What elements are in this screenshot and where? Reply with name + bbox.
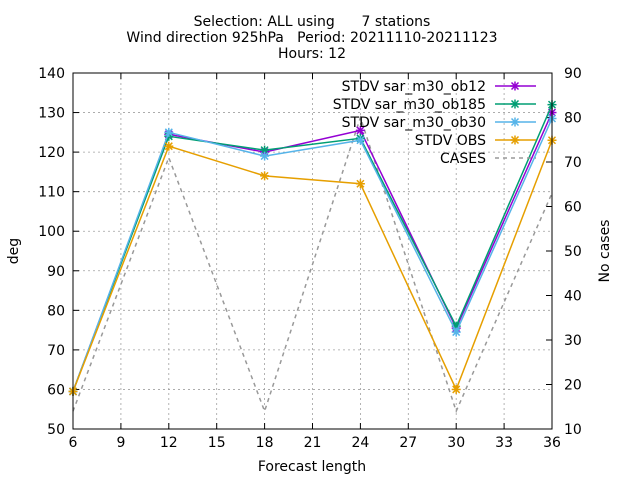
x-tick-label: 9 [116, 435, 125, 451]
x-tick-label: 15 [208, 435, 226, 451]
y2-tick-label: 60 [564, 200, 582, 216]
series-3-point [164, 141, 174, 151]
x-tick-label: 12 [160, 435, 178, 451]
title-line-3: Hours: 12 [278, 46, 346, 62]
y2-tick-label: 80 [564, 111, 582, 127]
x-tick-label: 24 [351, 435, 369, 451]
y-tick-label: 90 [47, 264, 65, 280]
y-tick-label: 50 [47, 422, 65, 438]
legend-marker [510, 81, 520, 91]
y2-tick-label: 40 [564, 289, 582, 305]
series-3-line [72, 139, 553, 392]
series-3-point [260, 171, 270, 181]
x-tick-label: 27 [399, 435, 417, 451]
legend: STDV sar_m30_ob12 STDV sar_m30_ob185 STDV … [333, 79, 536, 167]
x-axis-ticks: 6 9 12 15 18 21 24 27 30 33 36 [69, 73, 561, 451]
x-axis-label: Forecast length [258, 459, 366, 475]
series-1-line [72, 104, 553, 392]
y2-tick-label: 10 [564, 422, 582, 438]
legend-label: STDV OBS [415, 133, 486, 149]
x-tick-label: 18 [256, 435, 274, 451]
y2-tick-label: 30 [564, 333, 582, 349]
series-3-point [355, 179, 365, 189]
y-tick-label: 120 [38, 145, 65, 161]
legend-label: CASES [440, 151, 486, 167]
y-tick-label: 60 [47, 382, 65, 398]
y-tick-label: 100 [38, 224, 65, 240]
x-tick-label: 33 [495, 435, 513, 451]
series-2-point [164, 127, 174, 137]
y2-tick-label: 90 [564, 66, 582, 82]
y-tick-label: 130 [38, 106, 65, 122]
y-tick-label: 80 [47, 303, 65, 319]
y2-axis-ticks: 10 20 30 40 50 60 70 80 90 [546, 66, 582, 438]
x-tick-label: 36 [543, 435, 561, 451]
y-axis-ticks: 50 60 70 80 90 100 110 120 130 140 [38, 66, 79, 438]
grid [73, 73, 552, 429]
x-tick-label: 21 [304, 435, 322, 451]
y-tick-label: 70 [47, 343, 65, 359]
series [68, 100, 557, 414]
y-tick-label: 140 [38, 66, 65, 82]
series-3-point [451, 384, 461, 394]
title-line-1: Selection: ALL using 7 stations [194, 14, 431, 30]
legend-marker [510, 135, 520, 145]
y2-axis-label: No cases [597, 220, 613, 283]
series-2-line [72, 118, 553, 392]
y-axis-label: deg [6, 238, 22, 264]
legend-label: STDV sar_m30_ob30 [342, 115, 486, 131]
series-2-point [355, 135, 365, 145]
legend-marker [510, 117, 520, 127]
y-tick-label: 110 [38, 185, 65, 201]
series-2-point [260, 151, 270, 161]
series-0-point [355, 125, 365, 135]
legend-label: STDV sar_m30_ob185 [333, 97, 486, 113]
legend-label: STDV sar_m30_ob12 [342, 79, 486, 95]
y2-tick-label: 50 [564, 244, 582, 260]
y2-tick-label: 70 [564, 155, 582, 171]
series-4-line [72, 115, 553, 414]
x-tick-label: 6 [69, 435, 78, 451]
title-line-2: Wind direction 925hPa Period: 20211110-2… [126, 30, 497, 46]
x-tick-label: 30 [447, 435, 465, 451]
legend-marker [510, 99, 520, 109]
y2-tick-label: 20 [564, 378, 582, 394]
plot-frame [72, 72, 553, 430]
series-2-point [451, 327, 461, 337]
